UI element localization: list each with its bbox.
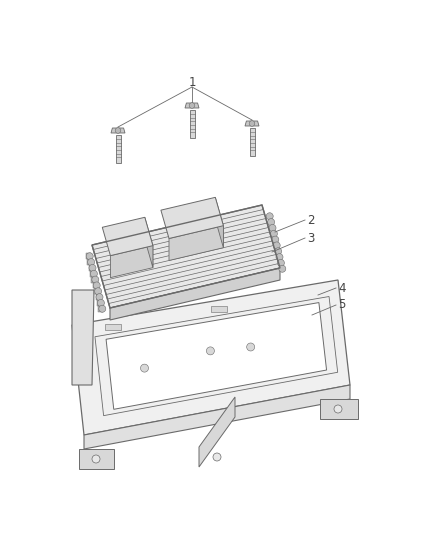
Polygon shape bbox=[79, 449, 114, 469]
Circle shape bbox=[93, 282, 100, 289]
Circle shape bbox=[275, 248, 282, 255]
Polygon shape bbox=[185, 103, 199, 108]
Polygon shape bbox=[106, 303, 327, 409]
Circle shape bbox=[96, 294, 103, 301]
Polygon shape bbox=[105, 324, 121, 330]
Polygon shape bbox=[88, 265, 93, 271]
Polygon shape bbox=[199, 397, 235, 467]
Polygon shape bbox=[169, 225, 223, 261]
Circle shape bbox=[272, 236, 279, 243]
Circle shape bbox=[86, 253, 93, 260]
Circle shape bbox=[90, 270, 97, 277]
Polygon shape bbox=[91, 277, 96, 282]
Circle shape bbox=[266, 213, 273, 220]
Polygon shape bbox=[320, 399, 358, 419]
Circle shape bbox=[206, 347, 214, 355]
Polygon shape bbox=[95, 294, 100, 300]
Polygon shape bbox=[110, 268, 280, 320]
Circle shape bbox=[89, 264, 96, 271]
Polygon shape bbox=[245, 121, 259, 126]
Polygon shape bbox=[87, 259, 92, 265]
Circle shape bbox=[249, 120, 255, 126]
Polygon shape bbox=[145, 217, 153, 268]
Text: 2: 2 bbox=[307, 214, 314, 227]
Polygon shape bbox=[93, 282, 98, 288]
Polygon shape bbox=[94, 288, 99, 294]
Polygon shape bbox=[97, 300, 102, 306]
Polygon shape bbox=[111, 128, 125, 133]
Polygon shape bbox=[161, 197, 223, 238]
Circle shape bbox=[97, 300, 104, 306]
Polygon shape bbox=[211, 306, 227, 312]
Circle shape bbox=[247, 343, 254, 351]
Polygon shape bbox=[72, 290, 94, 385]
Polygon shape bbox=[110, 246, 153, 278]
Circle shape bbox=[88, 259, 95, 265]
Polygon shape bbox=[116, 135, 120, 163]
Circle shape bbox=[189, 103, 195, 108]
Circle shape bbox=[279, 265, 286, 272]
Polygon shape bbox=[84, 385, 350, 449]
Text: 3: 3 bbox=[307, 231, 314, 245]
Polygon shape bbox=[90, 271, 95, 277]
Text: 5: 5 bbox=[338, 298, 346, 311]
Circle shape bbox=[92, 276, 99, 283]
Circle shape bbox=[141, 364, 148, 372]
Text: 1: 1 bbox=[188, 76, 196, 88]
Polygon shape bbox=[250, 128, 254, 156]
Circle shape bbox=[334, 405, 342, 413]
Circle shape bbox=[92, 455, 100, 463]
Polygon shape bbox=[92, 205, 280, 308]
Polygon shape bbox=[102, 217, 153, 256]
Circle shape bbox=[276, 254, 283, 261]
Polygon shape bbox=[215, 197, 223, 248]
Circle shape bbox=[268, 219, 275, 225]
Circle shape bbox=[273, 242, 280, 249]
Circle shape bbox=[213, 453, 221, 461]
Circle shape bbox=[270, 230, 277, 237]
Circle shape bbox=[115, 128, 121, 133]
Polygon shape bbox=[98, 306, 103, 312]
Polygon shape bbox=[190, 110, 194, 138]
Circle shape bbox=[269, 224, 276, 231]
Circle shape bbox=[277, 260, 284, 266]
Circle shape bbox=[99, 305, 106, 312]
Circle shape bbox=[95, 288, 102, 295]
Polygon shape bbox=[72, 280, 350, 435]
Polygon shape bbox=[86, 253, 91, 259]
Text: 4: 4 bbox=[338, 281, 346, 295]
